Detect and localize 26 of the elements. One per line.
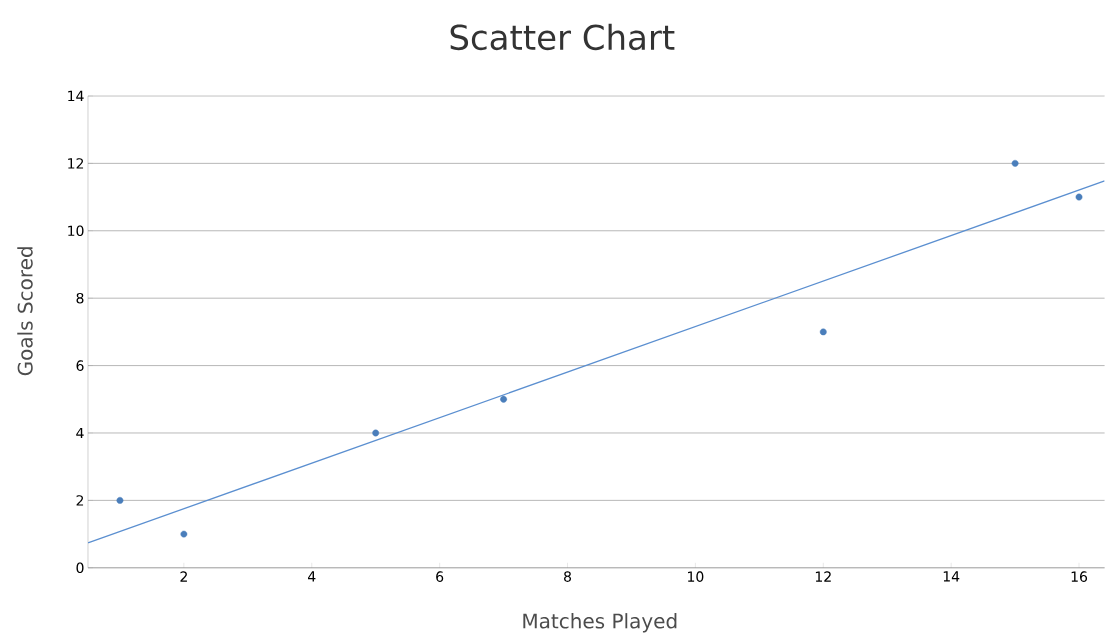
x-tick-label: 8 bbox=[564, 571, 572, 583]
x-tick-label: 10 bbox=[688, 571, 704, 583]
point bbox=[1011, 160, 1019, 167]
point bbox=[180, 530, 188, 538]
point bbox=[1075, 193, 1083, 201]
x-tick-label: 4 bbox=[308, 571, 316, 582]
y-tick-label: 2 bbox=[76, 495, 84, 506]
x-tick-label: 12 bbox=[815, 571, 831, 582]
chart-title: Scatter Chart bbox=[450, 23, 675, 51]
point bbox=[372, 429, 380, 437]
y-tick-label: 0 bbox=[76, 562, 84, 574]
point bbox=[819, 328, 827, 336]
y-tick-label: 4 bbox=[76, 427, 84, 439]
y-tick-label: 8 bbox=[76, 292, 84, 304]
y-tick-label: 14 bbox=[68, 90, 84, 102]
y-axis-title: Goals Scored bbox=[17, 247, 33, 376]
x-tick-label: 16 bbox=[1071, 571, 1088, 583]
point bbox=[500, 395, 507, 403]
x-tick-label: 14 bbox=[943, 571, 960, 582]
y-tick-label: 12 bbox=[68, 158, 84, 169]
y-tick-label: 6 bbox=[76, 360, 84, 371]
point bbox=[116, 497, 124, 504]
x-axis-title: Matches Played bbox=[523, 613, 677, 633]
x-tick-label: 2 bbox=[180, 571, 187, 582]
x-tick-label: 6 bbox=[436, 571, 444, 583]
y-tick-label: 10 bbox=[68, 225, 84, 237]
